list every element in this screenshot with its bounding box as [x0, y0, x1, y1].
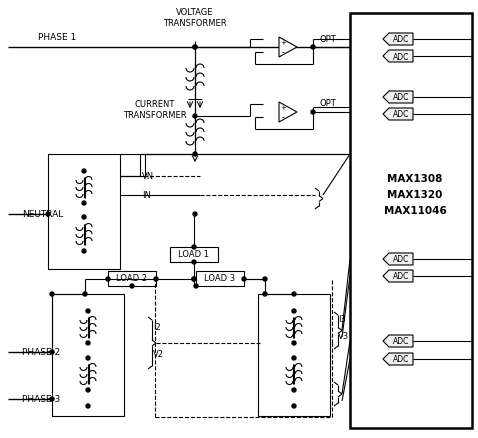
- Text: LOAD 3: LOAD 3: [205, 274, 236, 283]
- Circle shape: [311, 111, 315, 115]
- Text: VOLTAGE
TRANSFORMER: VOLTAGE TRANSFORMER: [163, 8, 227, 28]
- Text: ADC: ADC: [393, 337, 409, 346]
- Text: OPT: OPT: [320, 35, 337, 43]
- Circle shape: [292, 388, 296, 392]
- Circle shape: [46, 212, 50, 216]
- Text: LOAD 1: LOAD 1: [178, 250, 209, 259]
- Bar: [170, 247, 218, 262]
- Circle shape: [50, 350, 54, 354]
- Circle shape: [82, 249, 86, 254]
- Bar: [258, 294, 330, 416]
- Circle shape: [106, 277, 110, 281]
- Text: PHASE 3: PHASE 3: [22, 395, 60, 403]
- Circle shape: [86, 309, 90, 313]
- Text: OPT: OPT: [320, 99, 337, 108]
- Circle shape: [192, 261, 196, 265]
- Text: I3: I3: [338, 315, 346, 324]
- Polygon shape: [383, 335, 413, 347]
- Circle shape: [292, 356, 296, 360]
- Circle shape: [192, 245, 196, 249]
- Polygon shape: [383, 270, 413, 283]
- Polygon shape: [383, 254, 413, 265]
- Circle shape: [83, 292, 87, 297]
- Text: V2: V2: [153, 350, 164, 359]
- Circle shape: [193, 46, 197, 50]
- Text: I2: I2: [153, 323, 161, 332]
- Text: ADC: ADC: [393, 355, 409, 364]
- Text: PHASE 2: PHASE 2: [22, 348, 60, 357]
- Polygon shape: [279, 103, 297, 123]
- Text: PHASE 1: PHASE 1: [38, 33, 76, 42]
- Circle shape: [86, 388, 90, 392]
- Circle shape: [292, 309, 296, 313]
- Polygon shape: [383, 51, 413, 63]
- Circle shape: [263, 292, 267, 297]
- Text: NEUTRAL: NEUTRAL: [22, 210, 63, 219]
- Circle shape: [311, 46, 315, 50]
- Circle shape: [192, 277, 196, 281]
- Circle shape: [263, 277, 267, 281]
- Circle shape: [130, 284, 134, 288]
- Circle shape: [193, 212, 197, 216]
- Text: ADC: ADC: [393, 93, 409, 102]
- Text: LOAD 2: LOAD 2: [117, 274, 148, 283]
- Text: ADC: ADC: [393, 35, 409, 44]
- Text: ADC: ADC: [393, 110, 409, 119]
- Circle shape: [292, 292, 296, 297]
- Circle shape: [86, 341, 90, 345]
- Circle shape: [292, 341, 296, 345]
- Circle shape: [154, 277, 158, 281]
- Circle shape: [193, 153, 197, 157]
- Bar: [48, 155, 120, 269]
- Circle shape: [82, 215, 86, 219]
- Text: +: +: [280, 40, 286, 46]
- Circle shape: [194, 284, 198, 288]
- Text: ADC: ADC: [393, 255, 409, 264]
- Circle shape: [193, 115, 197, 119]
- Text: -: -: [282, 48, 284, 57]
- Circle shape: [192, 277, 196, 281]
- Text: -: -: [282, 113, 284, 122]
- Text: CURRENT
TRANSFORMER: CURRENT TRANSFORMER: [123, 100, 187, 120]
- Circle shape: [50, 292, 54, 297]
- Circle shape: [242, 277, 246, 281]
- Polygon shape: [279, 38, 297, 58]
- Polygon shape: [383, 34, 413, 46]
- Text: V3: V3: [338, 332, 349, 341]
- Circle shape: [82, 170, 86, 173]
- Bar: [108, 272, 156, 286]
- Circle shape: [292, 404, 296, 408]
- Circle shape: [82, 201, 86, 205]
- Text: ADC: ADC: [393, 53, 409, 61]
- Polygon shape: [383, 109, 413, 121]
- Bar: [196, 272, 244, 286]
- Text: +: +: [280, 105, 286, 111]
- Circle shape: [50, 397, 54, 401]
- Circle shape: [86, 356, 90, 360]
- Polygon shape: [383, 353, 413, 365]
- Text: IN: IN: [142, 191, 151, 200]
- Text: MAX1308
MAX1320
MAX11046: MAX1308 MAX1320 MAX11046: [384, 173, 446, 216]
- Polygon shape: [383, 92, 413, 104]
- Text: VN: VN: [142, 172, 154, 181]
- Bar: [52, 294, 124, 416]
- Bar: [350, 14, 472, 428]
- Circle shape: [86, 404, 90, 408]
- Text: ADC: ADC: [393, 272, 409, 281]
- Circle shape: [193, 46, 197, 50]
